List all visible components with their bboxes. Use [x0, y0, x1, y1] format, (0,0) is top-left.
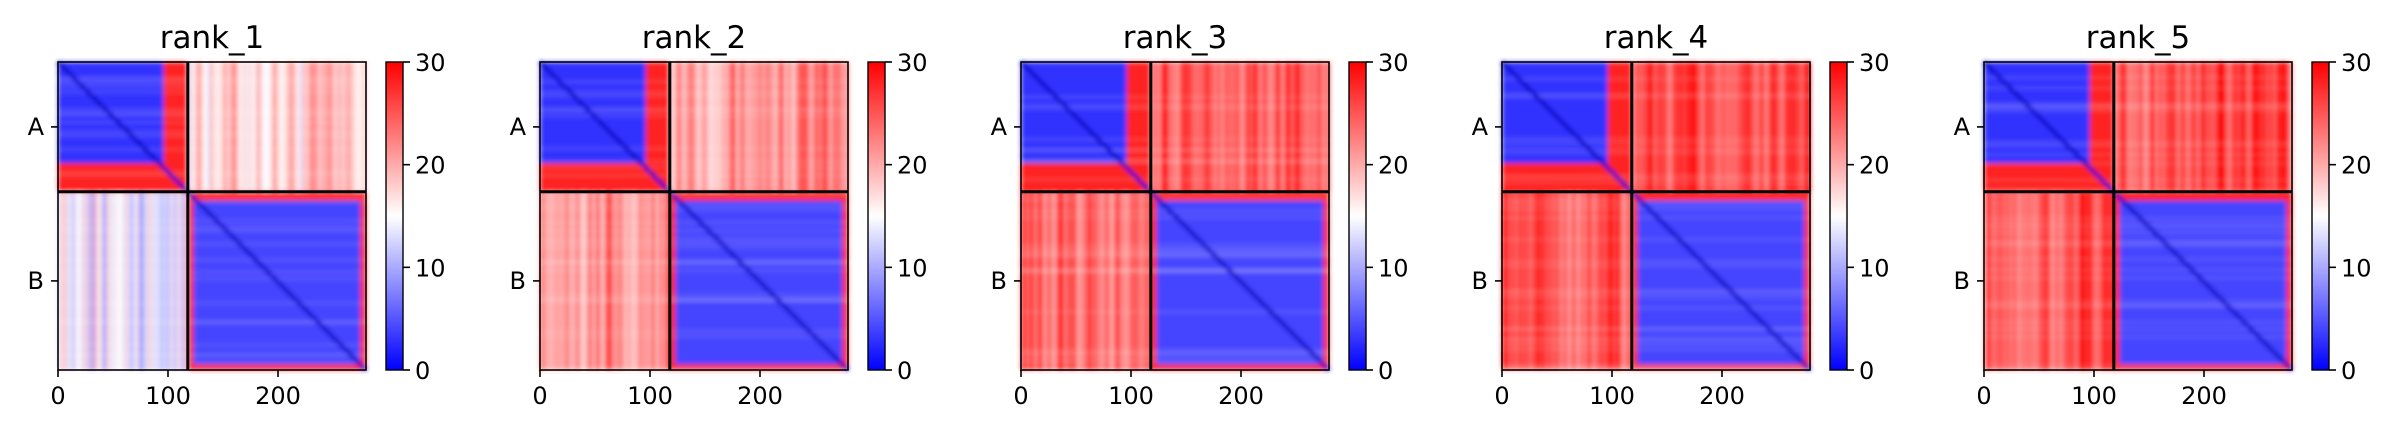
y-tick-label: B — [991, 267, 1007, 295]
colorbar-tick-label: 0 — [897, 357, 912, 385]
y-tick-label: A — [1954, 113, 1971, 141]
colorbar-tick-label: 20 — [897, 152, 928, 180]
colorbar — [385, 61, 404, 371]
x-tick-label: 100 — [1589, 382, 1635, 410]
x-tick-label: 100 — [2071, 382, 2117, 410]
x-tick-label: 0 — [1013, 382, 1028, 410]
colorbar-tick-label: 30 — [1378, 49, 1409, 77]
colorbar-tick-label: 0 — [1859, 357, 1874, 385]
colorbar-tick-label: 30 — [415, 49, 446, 77]
colorbar-tick-label: 0 — [415, 357, 430, 385]
y-tick-label: B — [1472, 267, 1488, 295]
y-tick-label: B — [510, 267, 526, 295]
panel-title: rank_2 — [642, 20, 747, 56]
axes-frame — [539, 61, 849, 371]
axes-frame — [1020, 61, 1330, 371]
colorbar-tick-label: 10 — [2341, 254, 2372, 282]
axes-frame — [1501, 61, 1811, 371]
x-tick-label: 200 — [1699, 382, 1745, 410]
panel-rank_5: rank_5 A B 0 100 200 0 10 20 30 — [1954, 20, 2372, 410]
colorbar-tick-label: 0 — [1378, 357, 1393, 385]
y-tick-label: A — [1472, 113, 1489, 141]
colorbar — [2311, 61, 2330, 371]
panel-title: rank_4 — [1604, 20, 1709, 56]
colorbar — [867, 61, 886, 371]
colorbar — [1348, 61, 1367, 371]
x-tick-label: 100 — [145, 382, 191, 410]
heatmap-cells — [56, 60, 368, 372]
colorbar-tick-label: 10 — [415, 254, 446, 282]
heatmap-cells — [1019, 60, 1331, 372]
panel-title: rank_1 — [160, 20, 265, 56]
heatmap-cells — [1500, 60, 1812, 372]
colorbar-tick-label: 10 — [1378, 254, 1409, 282]
axes-frame — [57, 61, 367, 371]
x-tick-label: 200 — [737, 382, 783, 410]
colorbar-tick-label: 30 — [897, 49, 928, 77]
x-tick-label: 0 — [1494, 382, 1509, 410]
panel-title: rank_5 — [2086, 20, 2191, 56]
x-tick-label: 200 — [255, 382, 301, 410]
panel-rank_2: rank_2 A B 0 100 200 0 10 20 30 — [510, 20, 928, 410]
y-tick-label: A — [28, 113, 45, 141]
x-tick-label: 100 — [1108, 382, 1154, 410]
colorbar-tick-label: 30 — [2341, 49, 2372, 77]
x-tick-label: 200 — [2181, 382, 2227, 410]
colorbar-tick-label: 10 — [1859, 254, 1890, 282]
colorbar-tick-label: 30 — [1859, 49, 1890, 77]
colorbar-tick-label: 20 — [2341, 152, 2372, 180]
colorbar — [1829, 61, 1848, 371]
colorbar-tick-label: 20 — [415, 152, 446, 180]
panel-rank_4: rank_4 A B 0 100 200 0 10 20 30 — [1472, 20, 1890, 410]
y-tick-label: A — [991, 113, 1008, 141]
y-tick-label: B — [1954, 267, 1970, 295]
axes-frame — [1983, 61, 2293, 371]
colorbar-tick-label: 0 — [2341, 357, 2356, 385]
colorbar-tick-label: 20 — [1378, 152, 1409, 180]
heatmap-cells — [1982, 60, 2294, 372]
x-tick-label: 100 — [627, 382, 673, 410]
y-tick-label: A — [510, 113, 527, 141]
x-tick-label: 0 — [50, 382, 65, 410]
x-tick-label: 0 — [1976, 382, 1991, 410]
panel-rank_1: rank_1 A B 0 100 200 0 10 20 30 — [28, 20, 446, 410]
colorbar-tick-label: 10 — [897, 254, 928, 282]
panel-rank_3: rank_3 A B 0 100 200 0 10 20 30 — [991, 20, 1409, 410]
x-tick-label: 0 — [532, 382, 547, 410]
colorbar-tick-label: 20 — [1859, 152, 1890, 180]
heatmap-cells — [538, 60, 850, 372]
y-tick-label: B — [28, 267, 44, 295]
panel-title: rank_3 — [1123, 20, 1228, 56]
x-tick-label: 200 — [1218, 382, 1264, 410]
